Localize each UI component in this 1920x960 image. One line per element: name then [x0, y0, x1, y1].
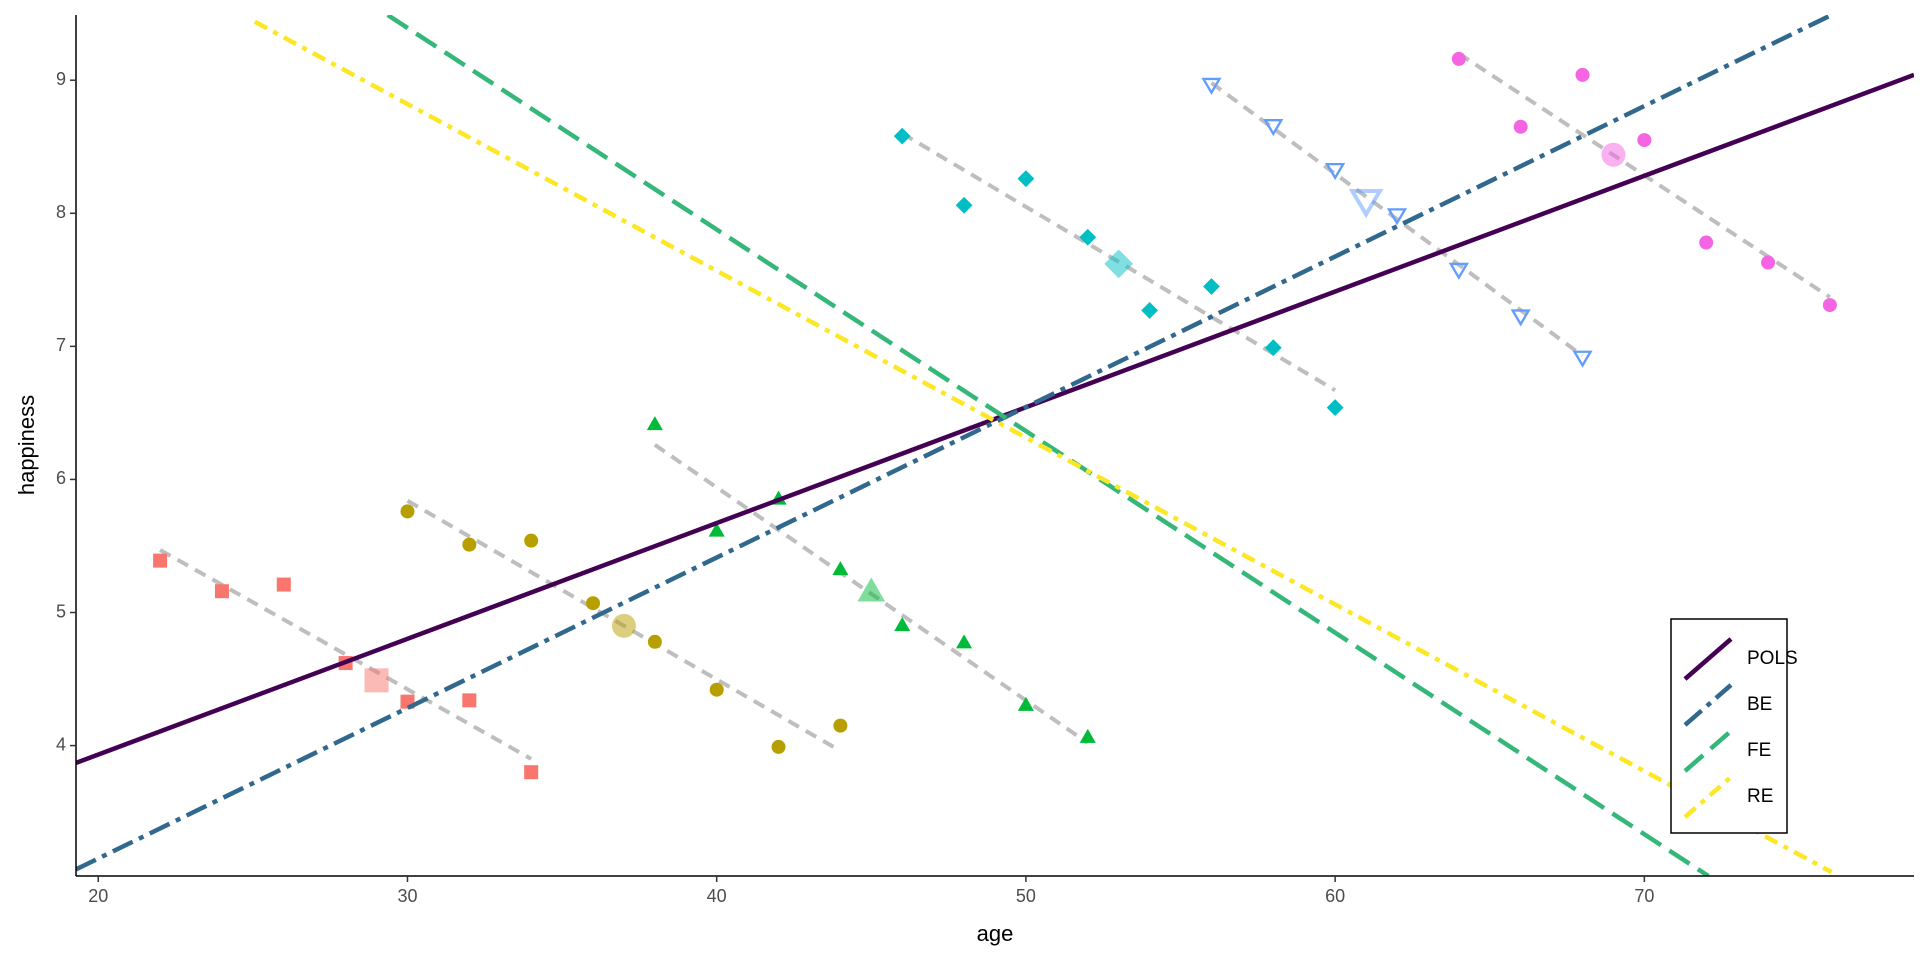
group-mean	[611, 613, 636, 638]
point	[1263, 119, 1284, 137]
x-tick-label: 30	[397, 886, 417, 906]
point	[709, 682, 724, 697]
y-tick-label: 5	[56, 601, 66, 621]
point	[400, 504, 415, 519]
point	[462, 537, 477, 552]
point	[276, 577, 291, 592]
model-line	[386, 15, 1710, 876]
point	[646, 416, 663, 431]
legend-label: POLS	[1747, 648, 1798, 669]
x-tick-label: 50	[1016, 886, 1036, 906]
point	[1575, 67, 1590, 82]
point	[1637, 133, 1652, 148]
x-tick-label: 60	[1325, 886, 1345, 906]
point	[832, 561, 849, 576]
legend-label: BE	[1747, 694, 1772, 715]
point	[1203, 278, 1220, 295]
y-tick-label: 8	[56, 202, 66, 222]
point	[1141, 302, 1159, 319]
group-mean	[1348, 188, 1384, 219]
point	[1017, 696, 1034, 711]
group-mean	[1601, 142, 1626, 167]
point	[1510, 309, 1531, 327]
point	[1264, 339, 1282, 357]
group-fit-line	[159, 548, 533, 761]
point	[462, 693, 477, 708]
y-tick-label: 6	[56, 468, 66, 488]
model-line	[253, 19, 1833, 874]
y-tick-label: 7	[56, 335, 66, 355]
point	[1326, 399, 1344, 416]
y-axis-title: happiness	[14, 395, 39, 495]
x-tick-label: 70	[1634, 886, 1654, 906]
model-line	[76, 72, 1914, 765]
point	[1325, 162, 1346, 181]
legend-swatch	[1683, 683, 1733, 727]
group-mean	[857, 577, 886, 602]
point	[1572, 350, 1593, 368]
point	[833, 718, 848, 733]
legend-label: RE	[1747, 786, 1773, 807]
point	[956, 634, 973, 649]
point	[1822, 298, 1837, 313]
point	[1079, 728, 1096, 743]
point	[1513, 119, 1528, 134]
group-mean	[1104, 249, 1134, 279]
point	[647, 634, 662, 649]
legend: POLS BE FE RE	[1670, 618, 1798, 834]
point	[1761, 255, 1776, 270]
point	[1699, 235, 1714, 250]
x-tick-label: 40	[707, 886, 727, 906]
point	[586, 596, 601, 611]
x-tick-label: 20	[88, 886, 108, 906]
legend-box	[1670, 618, 1788, 834]
legend-label: FE	[1747, 740, 1771, 761]
point	[1017, 170, 1035, 188]
point	[955, 196, 973, 214]
point	[708, 522, 725, 537]
point	[1386, 208, 1408, 226]
point	[214, 584, 229, 599]
x-axis-title: age	[977, 921, 1014, 946]
point	[524, 765, 539, 780]
point	[153, 553, 168, 568]
point	[1201, 77, 1222, 95]
model-line	[76, 15, 1833, 872]
legend-swatch	[1683, 775, 1733, 819]
y-tick-label: 9	[56, 69, 66, 89]
y-tick-label: 4	[56, 734, 66, 754]
point	[1448, 262, 1469, 280]
plot-area	[76, 15, 1914, 876]
point	[1079, 228, 1097, 246]
point	[894, 617, 911, 632]
point	[1451, 51, 1466, 66]
point	[893, 127, 911, 145]
group-mean	[364, 668, 389, 693]
legend-swatch	[1683, 637, 1733, 681]
point	[524, 533, 539, 548]
point	[771, 739, 786, 754]
legend-swatch	[1683, 729, 1733, 773]
